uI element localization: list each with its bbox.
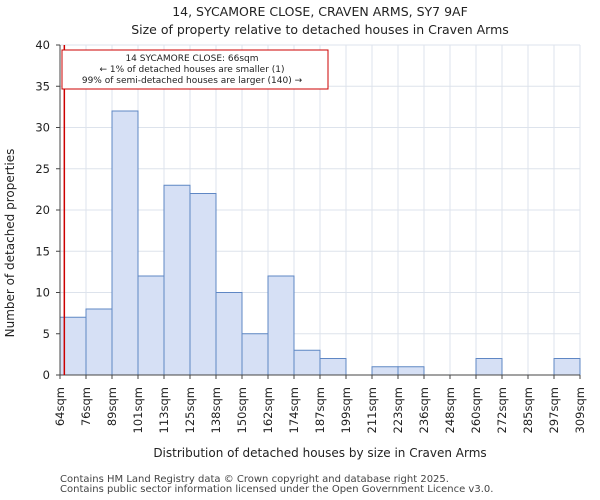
x-tick-label: 125sqm	[183, 387, 197, 433]
bar-101sqm	[137, 275, 165, 376]
x-tick-label: 64sqm	[53, 387, 67, 426]
footer-line-1: Contains HM Land Registry data © Crown c…	[60, 474, 449, 485]
bar-297sqm	[553, 358, 581, 376]
bar-138sqm	[215, 292, 243, 376]
x-tick-labels: 64sqm 76sqm 89sqm 101sqm 113sqm 125sqm 138sqm 1…	[53, 387, 587, 433]
bar-89sqm	[111, 110, 139, 376]
annotation-line-3: 99% of semi-detached houses are larger (…	[82, 76, 303, 86]
y-tick-labels: 0 5 10 15 20 25 30 35 40	[35, 38, 50, 382]
x-axis-label: Distribution of detached houses by size …	[153, 446, 486, 460]
x-tick-label: 285sqm	[521, 387, 535, 433]
y-tick-label: 10	[35, 286, 50, 300]
y-tick-label: 0	[43, 368, 50, 382]
x-tick-label: 150sqm	[235, 387, 249, 433]
x-tick-label: 223sqm	[391, 387, 405, 433]
x-tick-label: 260sqm	[469, 387, 483, 433]
bar-162sqm	[267, 275, 295, 376]
bar-174sqm	[293, 349, 321, 376]
x-tick-label: 211sqm	[365, 387, 379, 433]
x-tick-label: 174sqm	[287, 387, 301, 433]
y-tick-label: 15	[35, 244, 50, 258]
x-tick-label: 309sqm	[573, 387, 587, 433]
bar-260sqm	[475, 358, 503, 376]
bar-211sqm	[371, 366, 399, 376]
footer-line-2: Contains public sector information licen…	[60, 484, 494, 495]
y-tick-label: 30	[35, 121, 50, 135]
x-tick-label: 138sqm	[209, 387, 223, 433]
bar-187sqm	[319, 358, 347, 376]
x-tick-label: 89sqm	[105, 387, 119, 426]
bar-125sqm	[189, 193, 217, 376]
bar-76sqm	[85, 308, 113, 376]
x-tick-label: 101sqm	[131, 387, 145, 433]
bar-223sqm	[397, 366, 425, 376]
x-tick-label: 297sqm	[547, 387, 561, 433]
x-tick-label: 76sqm	[79, 387, 93, 426]
y-tick-label: 20	[35, 203, 50, 217]
x-tick-label: 236sqm	[417, 387, 431, 433]
x-tick-label: 199sqm	[339, 387, 353, 433]
y-tick-label: 35	[35, 79, 50, 93]
annotation-line-2: ← 1% of detached houses are smaller (1)	[99, 65, 284, 75]
annotation-box	[61, 49, 329, 90]
x-tick-label: 113sqm	[157, 387, 171, 433]
y-tick-label: 40	[35, 38, 50, 52]
marker-layer: 14 SYCAMORE CLOSE: 66sqm← 1% of detached…	[61, 45, 329, 375]
bar-150sqm	[241, 333, 269, 376]
bar-113sqm	[163, 184, 191, 376]
x-tick-label: 272sqm	[495, 387, 509, 433]
y-axis-label: Number of detached properties	[3, 149, 17, 338]
x-tick-label: 248sqm	[443, 387, 457, 433]
x-tick-label: 187sqm	[313, 387, 327, 433]
chart-title: 14, SYCAMORE CLOSE, CRAVEN ARMS, SY7 9AF	[172, 4, 468, 19]
x-tick-label: 162sqm	[261, 387, 275, 433]
annotation-line-1: 14 SYCAMORE CLOSE: 66sqm	[125, 54, 258, 64]
y-tick-label: 25	[35, 162, 50, 176]
y-tick-label: 5	[43, 327, 50, 341]
chart-subtitle: Size of property relative to detached ho…	[131, 22, 509, 37]
axis-layer	[56, 44, 581, 379]
